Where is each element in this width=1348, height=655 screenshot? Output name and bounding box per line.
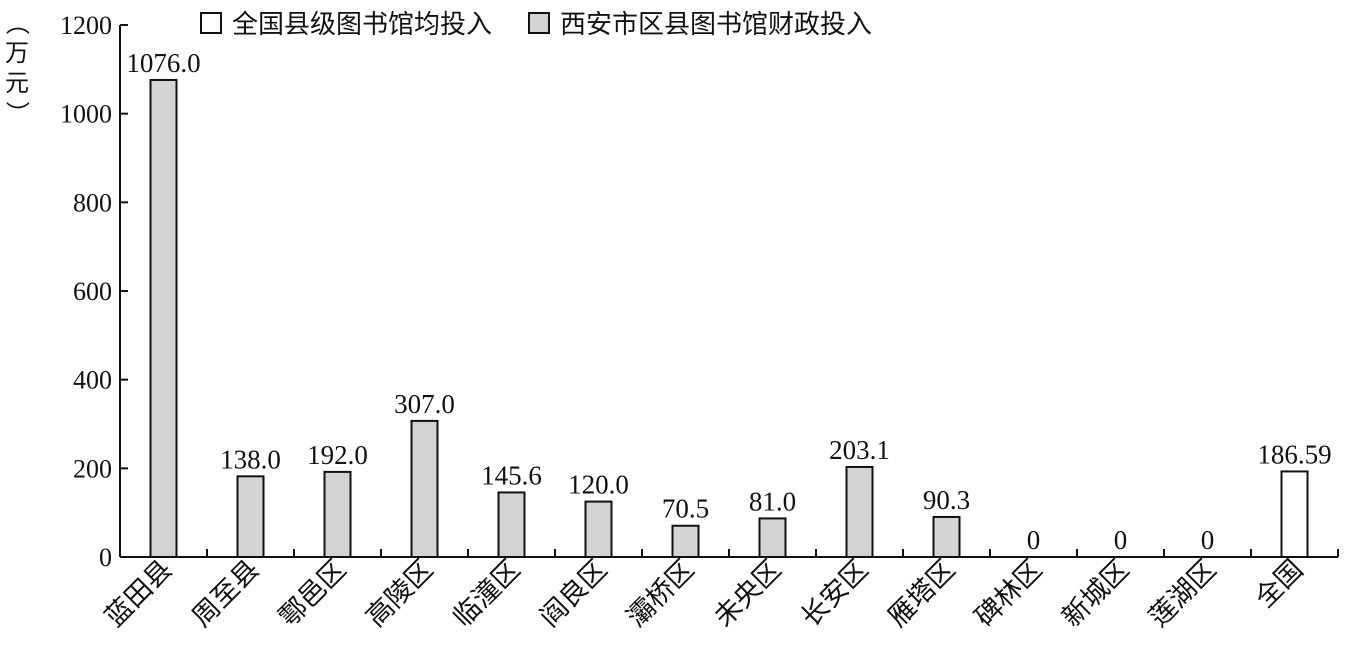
data-label: 138.0 bbox=[220, 444, 281, 474]
bar bbox=[584, 500, 613, 559]
bar bbox=[323, 470, 352, 559]
y-label-close-paren: ） bbox=[3, 101, 31, 125]
bar bbox=[410, 419, 439, 558]
x-tick-label: 周至县 bbox=[186, 554, 265, 633]
y-label-char-1: 万 bbox=[5, 39, 29, 67]
x-tick-label: 新城区 bbox=[1056, 554, 1135, 633]
bar bbox=[497, 491, 526, 558]
bar bbox=[1280, 470, 1309, 559]
y-tick-label: 600 bbox=[73, 277, 112, 306]
data-label: 307.0 bbox=[394, 389, 455, 419]
y-tick-label: 1200 bbox=[60, 11, 112, 40]
x-tick-label: 未央区 bbox=[708, 554, 787, 633]
x-tick-label: 全国 bbox=[1249, 554, 1309, 614]
y-tick-label: 0 bbox=[99, 543, 112, 572]
data-label: 1076.0 bbox=[126, 48, 200, 78]
bar bbox=[932, 515, 961, 558]
legend: 全国县级图书馆均投入 西安市区县图书馆财政投入 bbox=[200, 4, 908, 41]
y-tick-label: 400 bbox=[73, 366, 112, 395]
data-label: 186.59 bbox=[1257, 439, 1331, 469]
data-label: 120.0 bbox=[568, 470, 629, 500]
y-axis-label: （ 万 元 ） bbox=[2, 8, 32, 128]
bar bbox=[236, 475, 265, 558]
x-tick-label: 阎良区 bbox=[534, 554, 613, 633]
data-label: 0 bbox=[1114, 525, 1128, 555]
data-label: 70.5 bbox=[662, 494, 709, 524]
legend-item-xian: 西安市区县图书馆财政投入 bbox=[528, 4, 872, 41]
y-label-char-2: 元 bbox=[5, 69, 29, 97]
x-tick-label: 碑林区 bbox=[969, 554, 1048, 633]
bar bbox=[149, 78, 178, 559]
x-tick-label: 雁塔区 bbox=[882, 554, 961, 633]
data-label: 203.1 bbox=[829, 435, 890, 465]
y-label-open-paren: （ bbox=[3, 11, 31, 35]
bar bbox=[758, 517, 787, 558]
legend-swatch-xian bbox=[528, 11, 551, 34]
data-label: 0 bbox=[1201, 525, 1215, 555]
legend-label-national: 全国县级图书馆均投入 bbox=[232, 10, 493, 40]
x-tick-label: 长安区 bbox=[795, 554, 874, 633]
legend-swatch-national bbox=[200, 11, 222, 34]
x-tick-label: 高陵区 bbox=[360, 554, 439, 633]
data-label: 145.6 bbox=[481, 460, 542, 490]
x-tick-label: 临潼区 bbox=[447, 554, 526, 633]
x-tick-label: 鄠邑区 bbox=[273, 554, 352, 633]
data-label: 81.0 bbox=[749, 486, 796, 516]
y-tick-label: 800 bbox=[73, 188, 112, 217]
bar bbox=[671, 524, 700, 558]
data-label: 0 bbox=[1027, 525, 1041, 555]
x-tick-label: 莲湖区 bbox=[1143, 554, 1222, 633]
y-tick-label: 1000 bbox=[60, 100, 112, 129]
bar bbox=[845, 465, 874, 559]
y-tick-label: 200 bbox=[73, 454, 112, 483]
data-label: 90.3 bbox=[923, 485, 970, 515]
data-label: 192.0 bbox=[307, 440, 368, 470]
x-tick-label: 灞桥区 bbox=[621, 554, 700, 633]
legend-item-national: 全国县级图书馆均投入 bbox=[200, 4, 492, 41]
legend-label-xian: 西安市区县图书馆财政投入 bbox=[560, 10, 873, 40]
